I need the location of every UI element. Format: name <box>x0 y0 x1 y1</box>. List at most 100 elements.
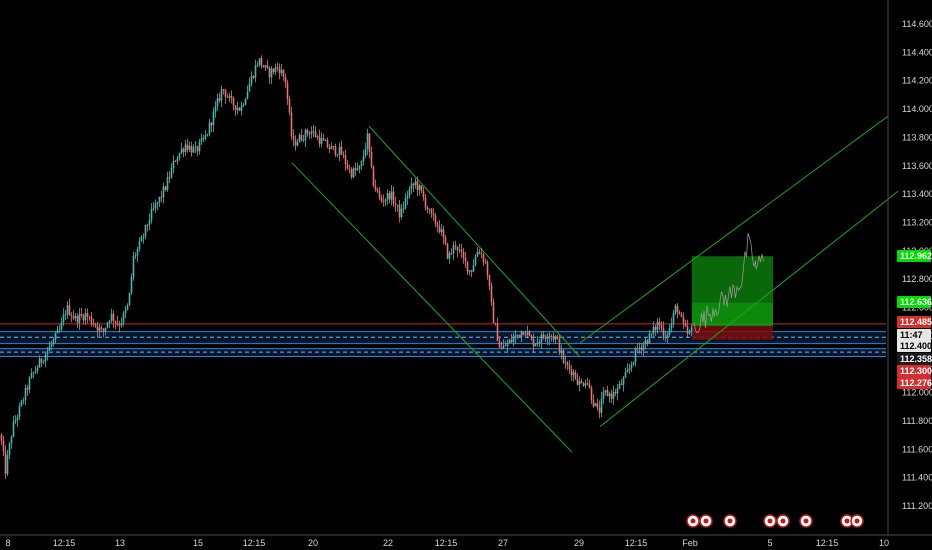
candle-body <box>308 133 311 135</box>
price-tick-label: 111.400 <box>902 473 932 483</box>
candle-body <box>328 147 331 150</box>
candle-body <box>118 324 121 326</box>
candle-body <box>304 129 307 141</box>
candle-body <box>188 145 191 150</box>
candle-body <box>282 70 285 77</box>
candle-body <box>266 65 269 68</box>
candle-body <box>358 165 361 169</box>
candle-body <box>130 276 133 293</box>
candle-body <box>144 224 147 237</box>
candle-body <box>12 421 15 437</box>
candle-body <box>290 112 293 137</box>
candle-body <box>566 362 569 366</box>
time-tick-label: 20 <box>308 538 318 548</box>
candle-body <box>212 111 215 126</box>
candle-body <box>504 345 507 347</box>
price-tag-label: 112.358 <box>900 354 932 364</box>
event-marker-dot <box>690 518 696 524</box>
candle-body <box>70 315 73 317</box>
candle-body <box>464 257 467 262</box>
candle-body <box>40 358 43 363</box>
candle-body <box>368 133 371 153</box>
candle-body <box>522 331 525 335</box>
price-tick-label: 113.600 <box>902 161 932 171</box>
candle-body <box>172 161 175 169</box>
candle-body <box>46 350 49 355</box>
price-tick-label: 112.800 <box>902 274 932 284</box>
candle-body <box>624 372 627 378</box>
candle-body <box>552 336 555 340</box>
price-tag-label: 112.276 <box>900 378 932 388</box>
candle-body <box>402 208 405 210</box>
candle-body <box>582 383 585 386</box>
candle-body <box>472 265 475 272</box>
price-tag-bg <box>897 316 931 328</box>
candle-body <box>58 329 61 331</box>
candle-body <box>160 196 163 198</box>
candle-body <box>210 122 213 126</box>
channel-up-channel-lower <box>599 190 899 428</box>
candle-body <box>166 177 169 190</box>
candle-body <box>302 140 305 141</box>
candle-body <box>608 393 611 396</box>
candle-body <box>486 261 489 276</box>
candle-body <box>8 443 11 456</box>
candle-body <box>218 98 221 101</box>
candle-body <box>444 237 447 244</box>
time-tick-label: 8 <box>5 538 10 548</box>
candle-body <box>362 156 365 162</box>
candle-body <box>292 136 295 140</box>
event-marker-dot <box>703 518 709 524</box>
candle-body <box>252 76 255 78</box>
candle-body <box>558 338 561 353</box>
candle-body <box>684 322 687 327</box>
candle-body <box>596 403 599 408</box>
candle-body <box>554 336 557 340</box>
candle-body <box>128 292 131 306</box>
time-axis[interactable]: 8 12:15 13 15 12:15 20 22 12:15 27 29 12:15 Feb 5 12:… <box>0 534 932 548</box>
candle-body <box>202 138 205 140</box>
candle-body <box>18 405 21 417</box>
candle-body <box>272 68 275 73</box>
candle-body <box>648 333 651 344</box>
candle-body <box>496 323 499 342</box>
candle-body <box>112 313 115 322</box>
candle-body <box>478 252 481 253</box>
candle-body <box>404 198 407 209</box>
candle-body <box>524 334 527 336</box>
candle-body <box>64 314 67 316</box>
candle-body <box>316 136 319 138</box>
candle-body <box>454 245 457 247</box>
candle-body <box>634 348 637 362</box>
candle-body <box>116 322 119 325</box>
price-tag-label: 112.400 <box>900 341 932 351</box>
candle-body <box>186 144 189 150</box>
candle-body <box>244 98 247 105</box>
candle-body <box>52 339 55 344</box>
candle-body <box>124 309 127 314</box>
candle-body <box>96 325 99 331</box>
candle-body <box>392 191 395 204</box>
candle-body <box>268 67 271 78</box>
event-markers[interactable] <box>686 514 864 528</box>
candle-body <box>494 322 497 324</box>
candle-body <box>256 64 259 66</box>
candle-body <box>526 331 529 335</box>
candle-body <box>670 323 673 329</box>
candle-body <box>136 248 139 256</box>
candle-body <box>668 328 671 335</box>
candle-body <box>98 327 101 331</box>
candle-body <box>68 305 71 316</box>
candle-body <box>176 158 179 162</box>
candle-body <box>674 305 677 314</box>
candle-body <box>364 149 367 157</box>
candle-body <box>430 208 433 214</box>
candle-body <box>528 331 531 336</box>
candle-body <box>458 249 461 251</box>
candle-body <box>224 89 227 97</box>
candle-body <box>102 328 105 331</box>
candle-body <box>588 383 591 388</box>
candle-body <box>386 192 389 200</box>
